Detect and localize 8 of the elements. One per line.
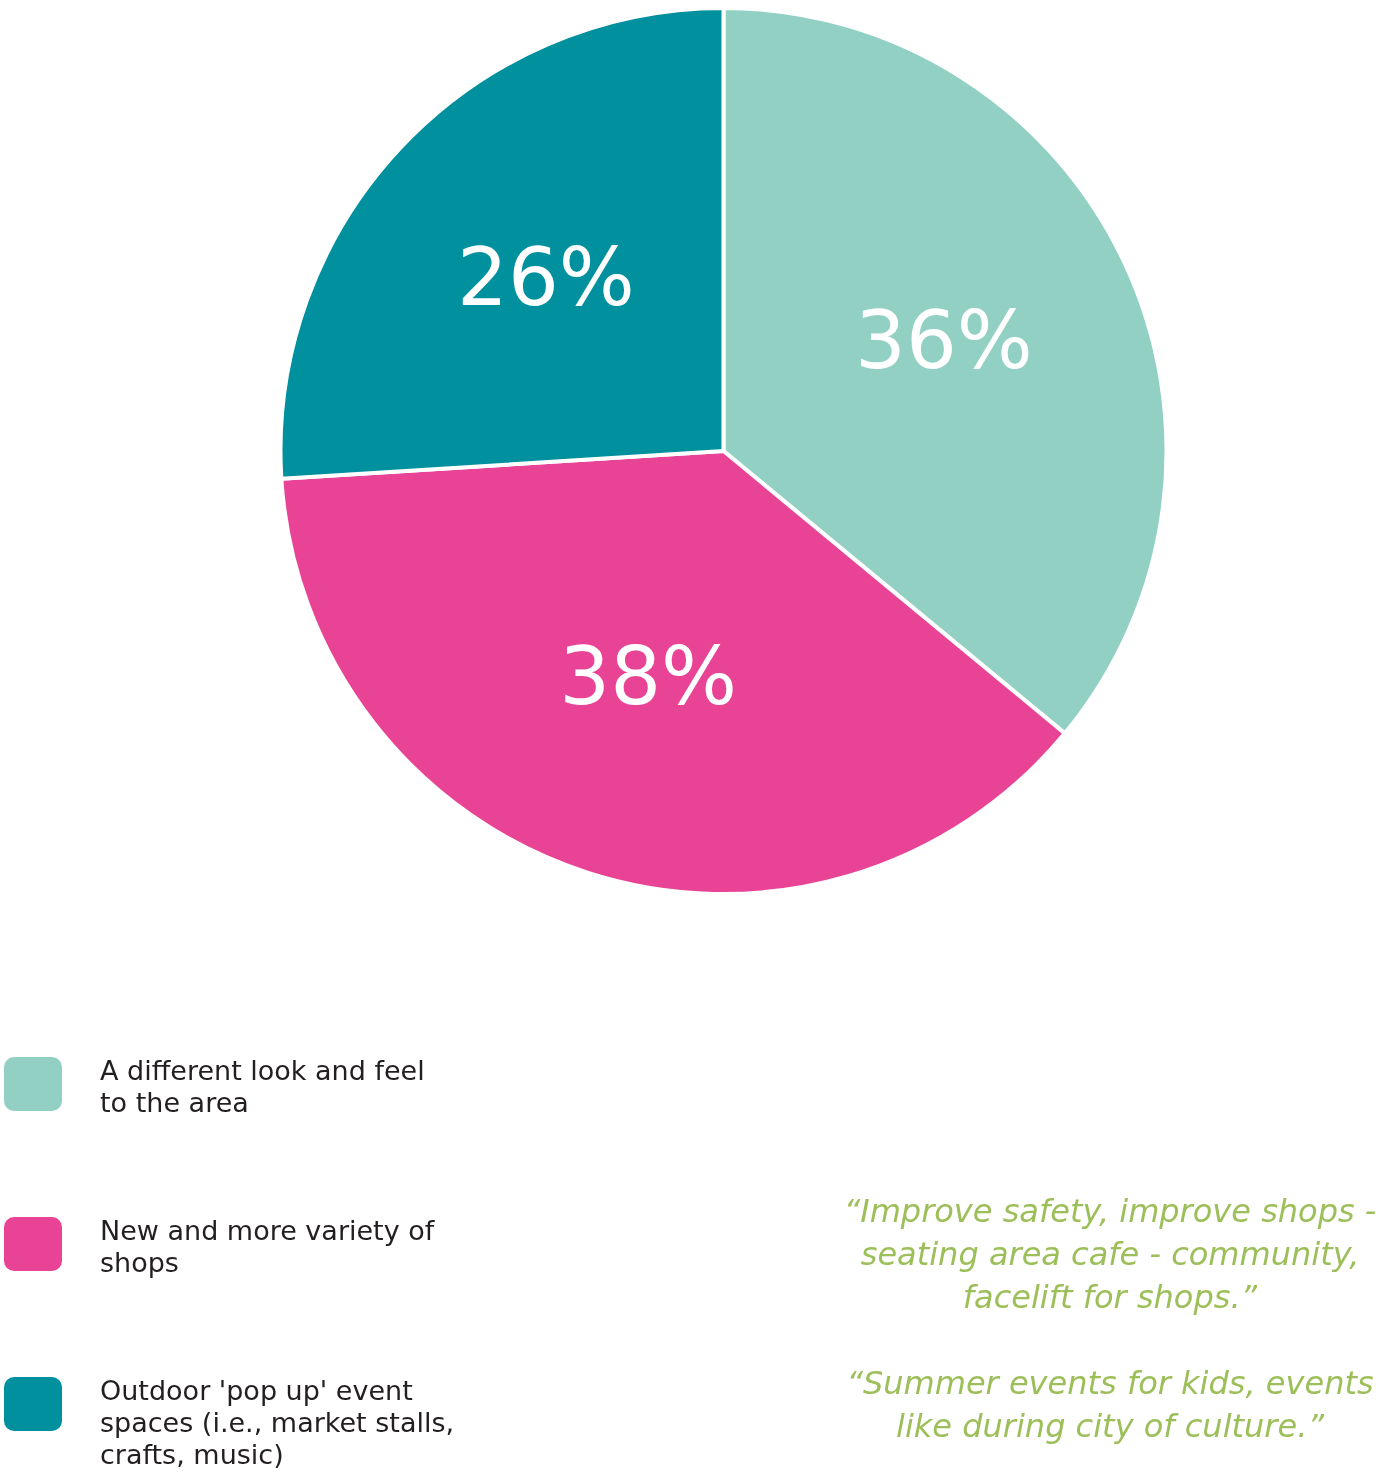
- legend-label: A different look and feel to the area: [100, 1055, 426, 1119]
- data-label: 26%: [456, 230, 635, 324]
- text: “Summer events for kids, events like during city of culture.”: [845, 1363, 1375, 1447]
- data-label: 36%: [855, 294, 1033, 388]
- data-label: 38%: [559, 629, 738, 723]
- legend-label: Outdoor 'pop up' event spaces (i.e., market stalls, crafts, music): [100, 1375, 456, 1471]
- text: “Improve safety, improve shops - seating area cafe - community, facelift for shops.”: [842, 1191, 1378, 1318]
- legend-label: New and more variety of shops: [100, 1215, 436, 1279]
